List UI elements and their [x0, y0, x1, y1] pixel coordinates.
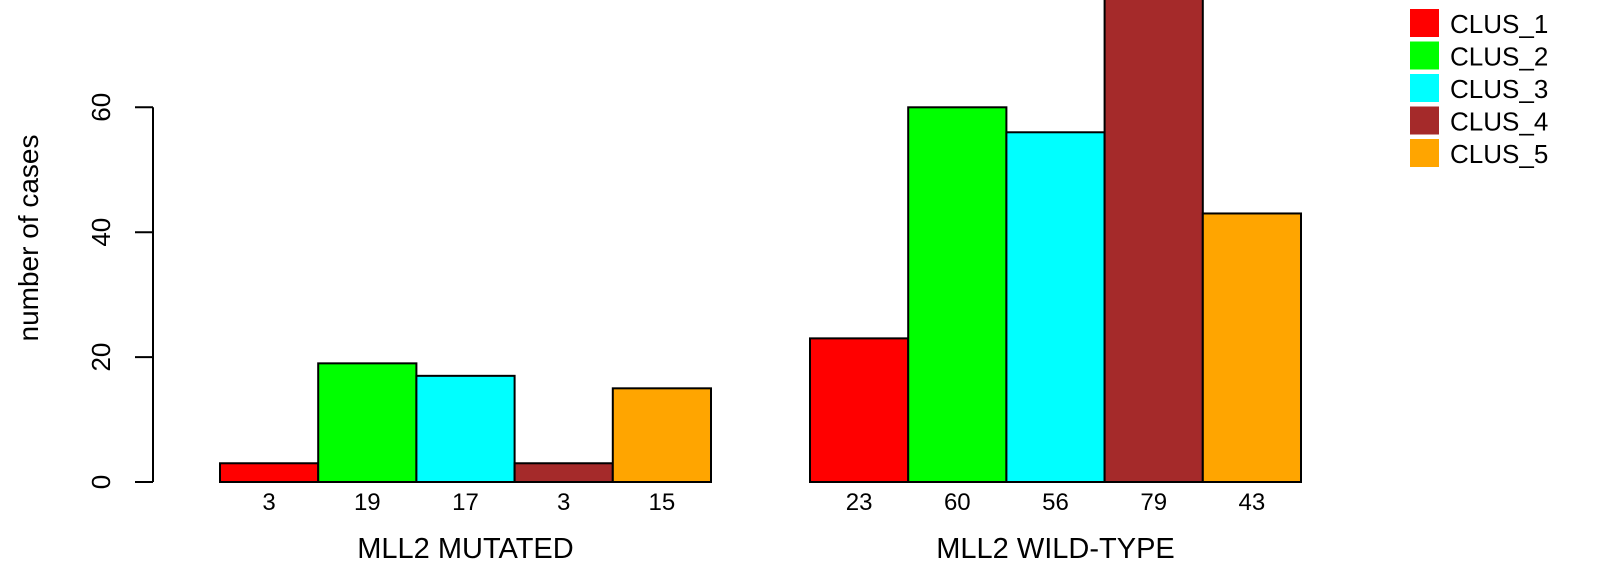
value-labels: 3 19 17 3 15 23 60 56 79 43	[262, 489, 1265, 516]
bar-value-label: 23	[846, 489, 873, 516]
y-tick-label: 60	[86, 93, 116, 122]
bar-clus-3	[415, 374, 516, 483]
bar-clus-3	[1005, 131, 1106, 483]
legend-label: CLUS_3	[1450, 74, 1548, 104]
legend-label: CLUS_4	[1450, 107, 1548, 137]
bar-clus-1	[219, 462, 320, 484]
bar-value-label: 56	[1042, 489, 1069, 516]
legend-label: CLUS_5	[1450, 139, 1548, 169]
bar-value-label: 15	[649, 489, 676, 516]
legend-swatch	[1410, 106, 1439, 135]
group-label: MLL2 MUTATED	[357, 533, 573, 565]
bar-clus-2	[317, 362, 418, 483]
bar-clus-4	[513, 462, 614, 484]
bar-value-label: 60	[944, 489, 971, 516]
bar-value-label: 3	[262, 489, 275, 516]
bar-value-label: 19	[354, 489, 381, 516]
y-tick-label: 20	[86, 343, 116, 372]
bar-clus-1	[809, 337, 910, 483]
legend-swatch	[1410, 41, 1439, 70]
y-tick-label: 40	[86, 218, 116, 247]
bar-clus-5	[611, 387, 712, 484]
legend-swatch	[1410, 74, 1439, 102]
legend-swatch	[1410, 139, 1439, 167]
group-labels: MLL2 MUTATED MLL2 WILD-TYPE	[357, 533, 1174, 565]
bars	[219, 0, 1303, 484]
group-label: MLL2 WILD-TYPE	[936, 533, 1175, 565]
y-axis-title: number of cases	[13, 135, 44, 342]
y-axis: 0 20 40 60	[86, 93, 154, 489]
bar-value-label: 43	[1239, 489, 1266, 516]
bar-value-label: 17	[452, 489, 479, 516]
legend-swatch	[1410, 9, 1439, 37]
bar-value-label: 79	[1140, 489, 1167, 516]
bar-clus-4	[1103, 0, 1204, 484]
bar-value-label: 3	[557, 489, 570, 516]
bar-clus-5	[1201, 212, 1303, 483]
y-tick-label: 0	[86, 475, 116, 489]
legend-label: CLUS_2	[1450, 42, 1548, 72]
legend-label: CLUS_1	[1450, 9, 1548, 39]
bar-clus-2	[907, 106, 1008, 484]
